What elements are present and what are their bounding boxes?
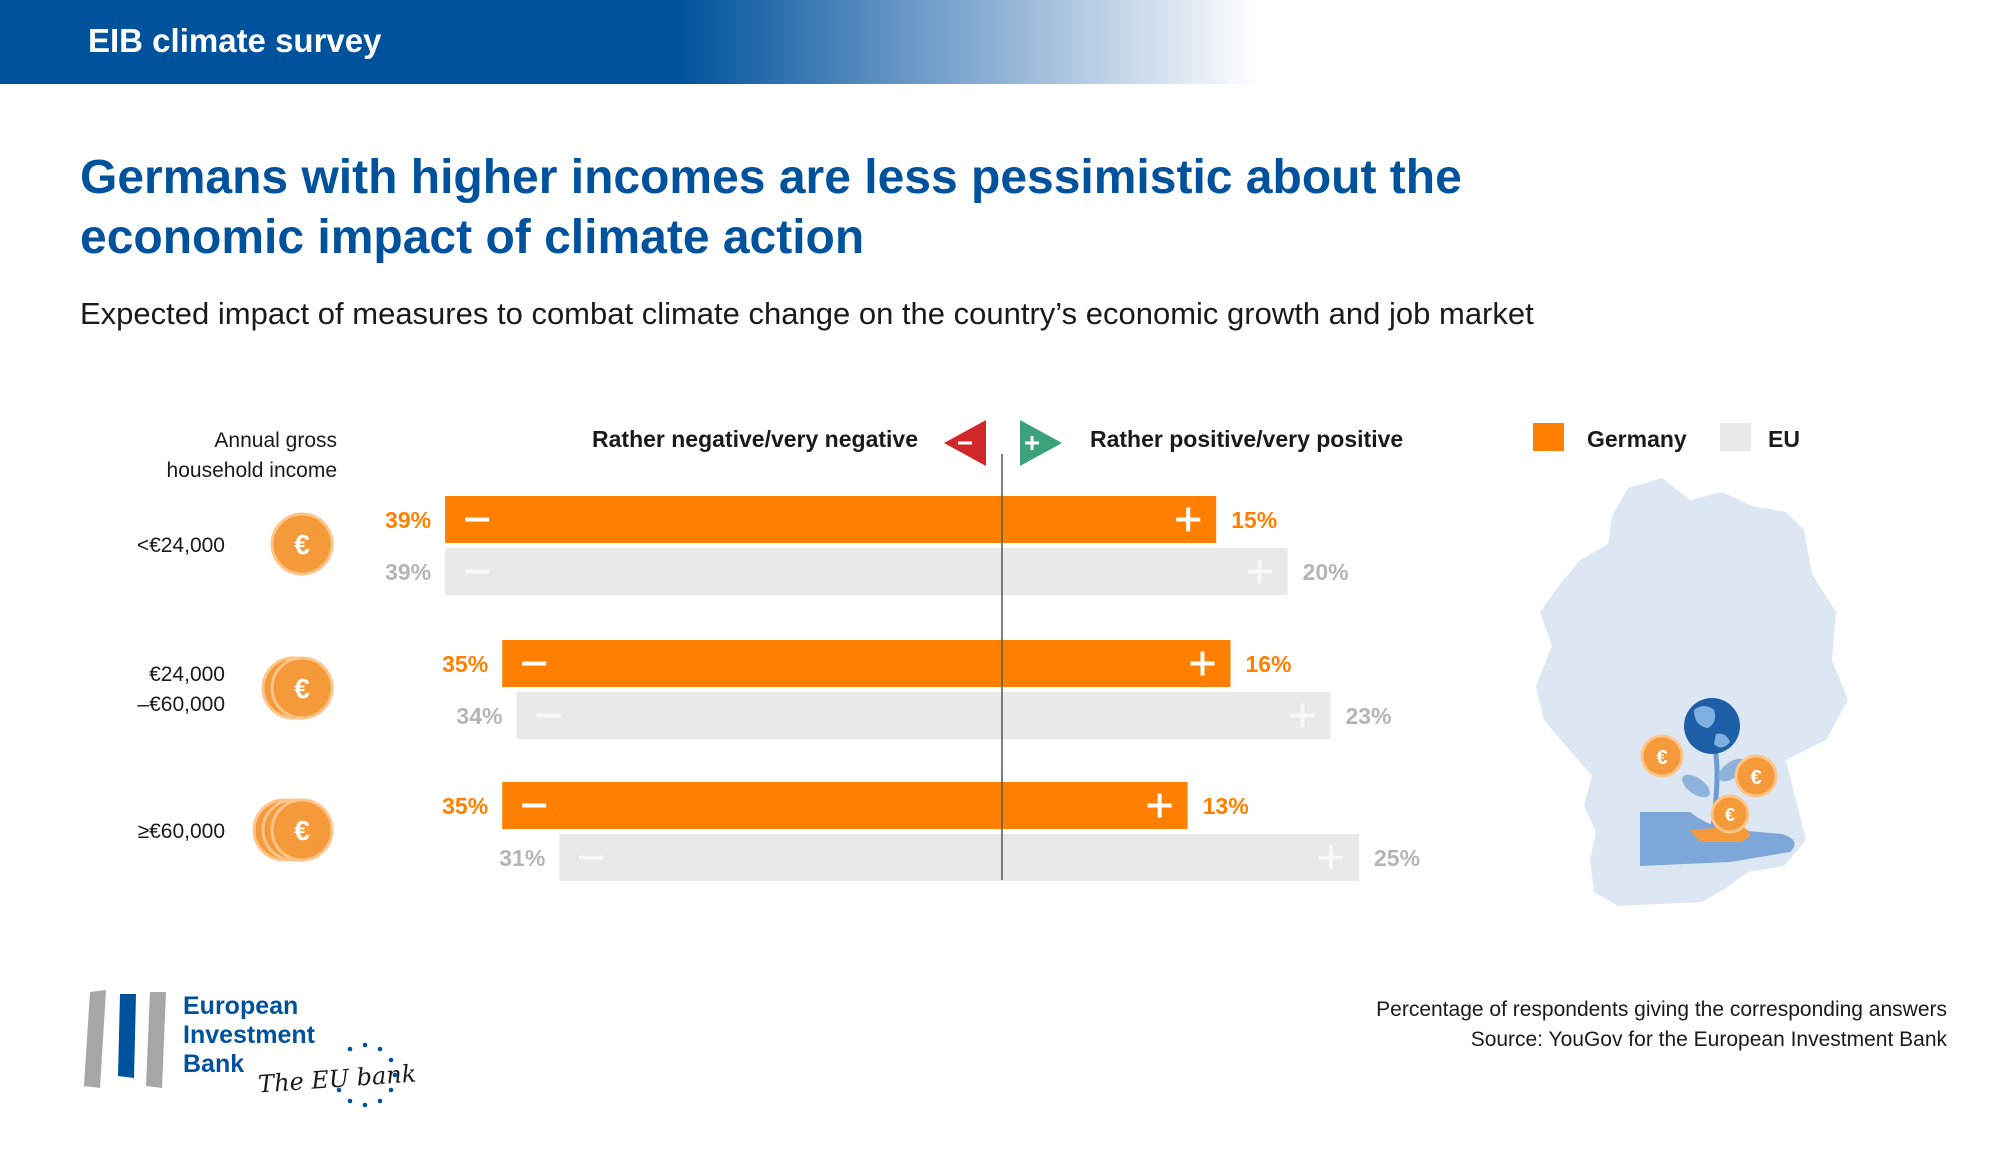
bar-negative-germany-3 — [502, 782, 1002, 829]
label-negative-eu-2: 34% — [456, 703, 502, 729]
label-positive-germany-1: 15% — [1231, 507, 1277, 533]
euro-coin-icon: € — [1734, 754, 1778, 798]
bar-positive-eu-1 — [1002, 548, 1288, 595]
euro-coin-icon: € — [270, 656, 334, 720]
svg-text:€: € — [1725, 805, 1735, 825]
label-positive-eu-1: 20% — [1303, 559, 1349, 585]
bar-negative-germany-2 — [502, 640, 1002, 687]
svg-text:€: € — [1750, 767, 1761, 789]
income-coins-layer: € € € — [252, 512, 334, 862]
label-negative-eu-3: 31% — [499, 845, 545, 871]
label-negative-eu-1: 39% — [385, 559, 431, 585]
negative-marker-icon — [944, 420, 986, 466]
positive-marker-icon — [1020, 420, 1062, 466]
eib-logo-icon — [84, 990, 166, 1088]
logo-line-3: Bank — [183, 1050, 245, 1078]
page-title: Germans with higher incomes are less pes… — [80, 148, 1520, 268]
income-category-label: <€24,000 — [137, 534, 225, 557]
chart-subtitle: Expected impact of measures to combat cl… — [80, 296, 1534, 331]
germany-map-icon — [1536, 478, 1848, 906]
legend-label-germany: Germany — [1587, 426, 1687, 452]
footnote-respondents: Percentage of respondents giving the cor… — [1376, 998, 1947, 1021]
eib-logo-text: European Investment Bank — [183, 992, 315, 1079]
plus-icon — [1290, 703, 1315, 728]
income-category-label: €24,000 — [149, 663, 225, 686]
legend-swatch-germany — [1533, 423, 1564, 451]
plus-icon — [1147, 793, 1172, 818]
eu-stars-icon — [336, 1042, 398, 1108]
svg-text:€: € — [294, 529, 310, 560]
bar-negative-germany-1 — [445, 496, 1003, 543]
globe-plant-hand-icon: € € € — [1640, 698, 1795, 866]
euro-coin-icon: € — [270, 798, 334, 862]
euro-coin-icon: € — [1640, 734, 1684, 778]
plus-icon — [1319, 845, 1343, 870]
label-positive-germany-2: 16% — [1245, 651, 1291, 677]
income-category-label: ≥€60,000 — [138, 820, 225, 843]
positive-header: Rather positive/very positive — [1090, 426, 1403, 452]
footnote-source: Source: YouGov for the European Investme… — [1470, 1028, 1947, 1051]
svg-text:€: € — [1656, 747, 1667, 769]
header-banner: EIB climate survey — [0, 0, 1260, 84]
svg-text:€: € — [294, 673, 310, 704]
bar-negative-eu-1 — [445, 548, 1003, 595]
euro-coin-icon: € — [270, 512, 334, 576]
bar-positive-eu-2 — [1002, 692, 1331, 739]
title-line-2: economic impact of climate action — [80, 211, 865, 264]
plus-icon — [1190, 651, 1215, 676]
bar-positive-eu-3 — [1002, 834, 1359, 881]
bar-negative-eu-2 — [516, 692, 1002, 739]
label-positive-germany-3: 13% — [1203, 793, 1249, 819]
svg-text:€: € — [294, 815, 310, 846]
plus-icon — [1176, 507, 1201, 532]
income-category-label: –€60,000 — [137, 693, 225, 716]
label-positive-eu-2: 23% — [1345, 703, 1391, 729]
logo-line-2: Investment — [183, 1021, 315, 1049]
label-positive-eu-3: 25% — [1374, 845, 1420, 871]
plus-icon — [1247, 559, 1272, 584]
logo-line-1: European — [183, 992, 299, 1020]
banner-title: EIB climate survey — [88, 22, 382, 59]
title-line-1: Germans with higher incomes are less pes… — [80, 151, 1462, 204]
bars-layer: 39% 15% 35% 16% 35% 13% 39% 20% 34% 23% 31% 25% <€24… — [137, 496, 1420, 881]
euro-coin-icon: € — [1710, 794, 1750, 834]
label-negative-germany-2: 35% — [442, 651, 488, 677]
legend-label-eu: EU — [1768, 426, 1800, 452]
bar-negative-eu-3 — [559, 834, 1002, 881]
label-negative-germany-1: 39% — [385, 507, 431, 533]
negative-header: Rather negative/very negative — [592, 426, 918, 452]
label-negative-germany-3: 35% — [442, 793, 488, 819]
income-header-line-1: Annual gross — [214, 429, 337, 452]
income-header-line-2: household income — [167, 459, 337, 482]
legend-swatch-eu — [1720, 423, 1751, 451]
